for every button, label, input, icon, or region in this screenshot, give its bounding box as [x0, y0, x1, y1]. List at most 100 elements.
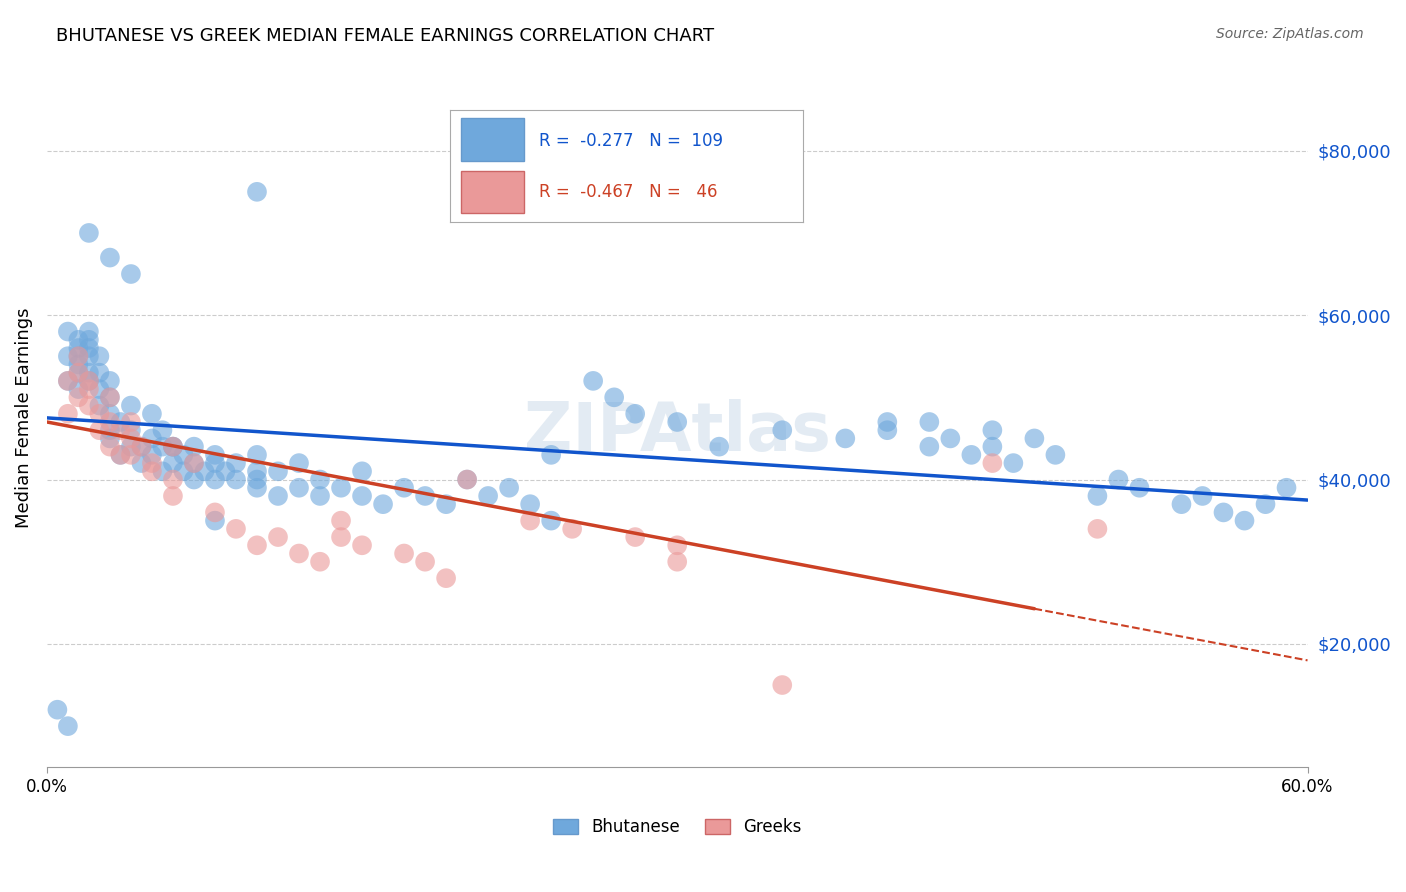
Point — [77, 325, 100, 339]
Point — [56, 374, 79, 388]
Point — [246, 464, 269, 478]
Point — [309, 473, 332, 487]
Point — [918, 415, 941, 429]
Point — [519, 514, 541, 528]
Point — [131, 440, 153, 454]
Point — [98, 440, 121, 454]
Point — [582, 374, 605, 388]
Point — [204, 473, 226, 487]
Point — [162, 489, 184, 503]
Point — [77, 382, 100, 396]
Point — [77, 349, 100, 363]
Point — [193, 464, 215, 478]
Point — [246, 538, 269, 552]
Point — [77, 366, 100, 380]
Point — [98, 407, 121, 421]
Text: Source: ZipAtlas.com: Source: ZipAtlas.com — [1216, 27, 1364, 41]
Point — [876, 423, 898, 437]
Point — [89, 407, 111, 421]
Point — [477, 489, 499, 503]
Point — [98, 390, 121, 404]
Point — [267, 530, 290, 544]
Point — [1275, 481, 1298, 495]
Point — [77, 333, 100, 347]
Point — [371, 497, 394, 511]
Point — [89, 382, 111, 396]
Point — [434, 497, 457, 511]
Point — [98, 415, 121, 429]
Point — [330, 514, 353, 528]
Text: BHUTANESE VS GREEK MEDIAN FEMALE EARNINGS CORRELATION CHART: BHUTANESE VS GREEK MEDIAN FEMALE EARNING… — [56, 27, 714, 45]
Point — [225, 473, 247, 487]
Point — [204, 505, 226, 519]
Point — [110, 415, 132, 429]
Point — [77, 399, 100, 413]
Point — [1045, 448, 1067, 462]
Point — [1191, 489, 1213, 503]
Point — [120, 423, 142, 437]
Point — [162, 440, 184, 454]
Point — [1233, 514, 1256, 528]
Point — [141, 456, 163, 470]
Point — [56, 374, 79, 388]
Point — [1170, 497, 1192, 511]
Point — [141, 407, 163, 421]
Point — [56, 407, 79, 421]
Point — [246, 448, 269, 462]
Point — [309, 489, 332, 503]
Point — [288, 456, 311, 470]
Point — [434, 571, 457, 585]
Point — [1087, 522, 1109, 536]
Point — [89, 423, 111, 437]
Point — [246, 185, 269, 199]
Point — [540, 514, 562, 528]
Point — [67, 366, 90, 380]
Point — [162, 440, 184, 454]
Point — [225, 522, 247, 536]
Point — [152, 464, 174, 478]
Point — [98, 423, 121, 437]
Point — [89, 366, 111, 380]
Point — [120, 267, 142, 281]
Point — [77, 341, 100, 355]
Point — [131, 440, 153, 454]
Point — [392, 481, 415, 495]
Text: ZIPAtlas: ZIPAtlas — [524, 399, 831, 465]
Point — [246, 473, 269, 487]
Point — [152, 423, 174, 437]
Point — [110, 423, 132, 437]
Point — [183, 473, 205, 487]
Point — [246, 481, 269, 495]
Point — [56, 325, 79, 339]
Point — [960, 448, 983, 462]
Point — [267, 489, 290, 503]
Point — [918, 440, 941, 454]
Point — [1212, 505, 1234, 519]
Point — [561, 522, 583, 536]
Point — [834, 432, 856, 446]
Point — [172, 464, 194, 478]
Point — [392, 547, 415, 561]
Point — [1107, 473, 1129, 487]
Point — [141, 432, 163, 446]
Point — [709, 440, 731, 454]
Point — [46, 703, 69, 717]
Point — [770, 423, 793, 437]
Point — [204, 514, 226, 528]
Point — [981, 423, 1004, 437]
Legend: Bhutanese, Greeks: Bhutanese, Greeks — [546, 812, 808, 843]
Point — [120, 440, 142, 454]
Point — [666, 555, 689, 569]
Point — [183, 456, 205, 470]
Point — [162, 456, 184, 470]
Point — [624, 530, 647, 544]
Point — [330, 481, 353, 495]
Point — [352, 538, 374, 552]
Point — [110, 448, 132, 462]
Point — [67, 390, 90, 404]
Point — [288, 547, 311, 561]
Point — [162, 473, 184, 487]
Point — [152, 440, 174, 454]
Point — [413, 555, 436, 569]
Point — [352, 464, 374, 478]
